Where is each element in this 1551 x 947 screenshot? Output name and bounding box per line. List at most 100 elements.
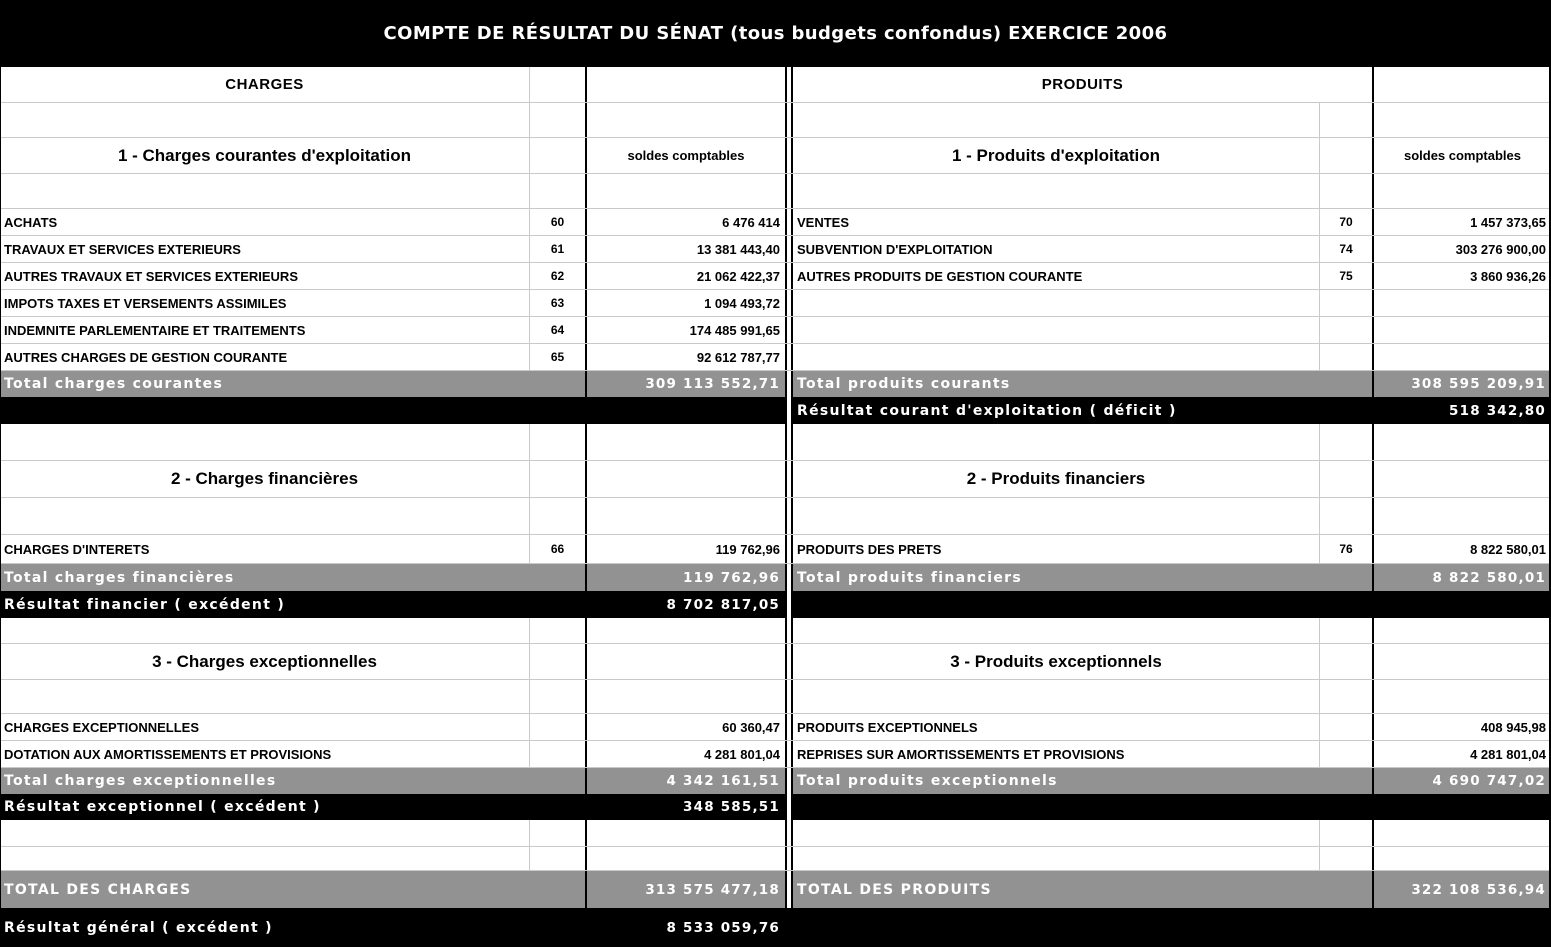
table-row: DOTATION AUX AMORTISSEMENTS ET PROVISION…: [0, 741, 1551, 768]
center-divider: [785, 794, 793, 820]
spacer-row: [0, 680, 1551, 714]
charges-row-code: 62: [550, 269, 565, 283]
resultat-exceptionnel-label: Résultat exceptionnel ( excédent ): [4, 799, 321, 815]
charges-row-label: TRAVAUX ET SERVICES EXTERIEURS: [0, 236, 530, 262]
resultat-general-amount: 8 533 059,76: [585, 908, 785, 947]
center-divider: [785, 290, 793, 316]
charges-row-amount: 119 762,96: [585, 535, 785, 563]
produits-row-amount: 4 281 801,04: [1372, 741, 1551, 767]
section2-title-row: 2 - Charges financières 2 - Produits fin…: [0, 461, 1551, 498]
charges-header: CHARGES: [0, 67, 530, 102]
center-divider: [785, 498, 793, 534]
produits-row-label: PRODUITS DES PRETS: [793, 535, 1320, 563]
produits-section1-title: 1 - Produits d'exploitation: [793, 138, 1320, 173]
charges-row-code: 66: [550, 542, 565, 556]
produits-header: PRODUITS: [1041, 76, 1124, 93]
table-row: CHARGES D'INTERETS 66 119 762,96 PRODUIT…: [0, 535, 1551, 564]
section2-result-row: Résultat financier ( excédent ) 8 702 81…: [0, 591, 1551, 618]
charges-soldes-comptables-label: soldes comptables: [585, 138, 785, 173]
produits-amount-header: [1372, 67, 1551, 102]
produits-row-code: 76: [1339, 542, 1353, 556]
center-divider: [785, 908, 793, 947]
charges-row-label: AUTRES TRAVAUX ET SERVICES EXTERIEURS: [0, 263, 530, 289]
table-row: TRAVAUX ET SERVICES EXTERIEURS 61 13 381…: [0, 236, 1551, 263]
table-row: IMPOTS TAXES ET VERSEMENTS ASSIMILES 63 …: [0, 290, 1551, 317]
produits-row-label: VENTES: [793, 209, 1320, 235]
center-divider: [785, 209, 793, 235]
center-divider: [785, 67, 793, 102]
total-charges-financieres-label: Total charges financières: [4, 569, 235, 586]
grand-total-row: TOTAL DES CHARGES 313 575 477,18 TOTAL D…: [0, 871, 1551, 908]
produits-row-code: 75: [1339, 269, 1353, 283]
charges-row-code: 61: [550, 242, 565, 256]
produits-row-label: REPRISES SUR AMORTISSEMENTS ET PROVISION…: [793, 741, 1320, 767]
resultat-exceptionnel-amount: 348 585,51: [585, 794, 785, 820]
center-divider: [785, 618, 793, 643]
center-divider: [785, 138, 793, 173]
charges-section3-title: 3 - Charges exceptionnelles: [0, 644, 530, 679]
charges-row-label: IMPOTS TAXES ET VERSEMENTS ASSIMILES: [0, 290, 530, 316]
spacer-row: [0, 174, 1551, 209]
center-divider: [785, 871, 793, 908]
charges-row-amount: 4 281 801,04: [585, 741, 785, 767]
total-charges-exceptionnelles-amount: 4 342 161,51: [585, 768, 785, 794]
spacer-row: [0, 847, 1551, 871]
charges-row-code: 65: [550, 350, 565, 364]
section2-total-row: Total charges financières 119 762,96 Tot…: [0, 564, 1551, 591]
center-divider: [785, 714, 793, 740]
charges-row-code: 64: [550, 323, 565, 337]
charges-row-amount: 21 062 422,37: [585, 263, 785, 289]
table-row: ACHATS 60 6 476 414 VENTES 70 1 457 373,…: [0, 209, 1551, 236]
table-row: CHARGES EXCEPTIONNELLES 60 360,47 PRODUI…: [0, 714, 1551, 741]
resultat-financier-label: Résultat financier ( excédent ): [4, 596, 286, 613]
total-des-charges-amount: 313 575 477,18: [585, 871, 785, 908]
charges-row-label: INDEMNITE PARLEMENTAIRE ET TRAITEMENTS: [0, 317, 530, 343]
charges-row-amount: 6 476 414: [585, 209, 785, 235]
charges-section1-title: 1 - Charges courantes d'exploitation: [0, 138, 530, 173]
produits-row-label: AUTRES PRODUITS DE GESTION COURANTE: [793, 263, 1320, 289]
charges-code-header: [530, 67, 585, 102]
total-produits-exceptionnels-amount: 4 690 747,02: [1372, 768, 1551, 794]
produits-section3-title: 3 - Produits exceptionnels: [793, 644, 1320, 679]
charges-row-amount: 174 485 991,65: [585, 317, 785, 343]
total-produits-courants-amount: 308 595 209,91: [1372, 371, 1551, 397]
table-right-border: [1549, 0, 1551, 947]
total-produits-courants-label: Total produits courants: [797, 376, 1011, 392]
center-divider: [785, 397, 793, 424]
resultat-courant-label: Résultat courant d'exploitation ( défici…: [797, 402, 1177, 419]
charges-section2-title: 2 - Charges financières: [0, 461, 530, 497]
section3-title-row: 3 - Charges exceptionnelles 3 - Produits…: [0, 644, 1551, 680]
charges-row-label: DOTATION AUX AMORTISSEMENTS ET PROVISION…: [0, 741, 530, 767]
resultat-courant-amount: 518 342,80: [1372, 397, 1551, 424]
center-divider: [785, 680, 793, 713]
center-divider: [785, 174, 793, 208]
section1-title-row: 1 - Charges courantes d'exploitation sol…: [0, 138, 1551, 174]
charges-row-label: ACHATS: [0, 209, 530, 235]
produits-row-code: 74: [1339, 242, 1353, 256]
produits-row-amount: 8 822 580,01: [1372, 535, 1551, 563]
center-divider: [785, 424, 793, 460]
charges-row-amount: 60 360,47: [585, 714, 785, 740]
charges-row-label: CHARGES D'INTERETS: [0, 535, 530, 563]
section3-total-row: Total charges exceptionnelles 4 342 161,…: [0, 768, 1551, 794]
center-divider: [785, 236, 793, 262]
center-divider: [785, 820, 793, 846]
table-row: AUTRES TRAVAUX ET SERVICES EXTERIEURS 62…: [0, 263, 1551, 290]
center-divider: [785, 103, 793, 137]
center-divider: [785, 847, 793, 870]
produits-row-amount: 3 860 936,26: [1372, 263, 1551, 289]
total-charges-exceptionnelles-label: Total charges exceptionnelles: [4, 773, 277, 789]
center-divider: [785, 644, 793, 679]
total-produits-exceptionnels-label: Total produits exceptionnels: [797, 773, 1058, 789]
total-des-produits-amount: 322 108 536,94: [1372, 871, 1551, 908]
center-divider: [785, 535, 793, 563]
center-divider: [785, 768, 793, 794]
charges-row-code: 63: [550, 296, 565, 310]
produits-row-amount: 303 276 900,00: [1372, 236, 1551, 262]
spacer-row: [0, 498, 1551, 535]
center-divider: [785, 263, 793, 289]
table-left-border: [0, 0, 1, 947]
charges-row-amount: 92 612 787,77: [585, 344, 785, 370]
center-divider: [785, 591, 793, 618]
produits-row-label: SUBVENTION D'EXPLOITATION: [793, 236, 1320, 262]
